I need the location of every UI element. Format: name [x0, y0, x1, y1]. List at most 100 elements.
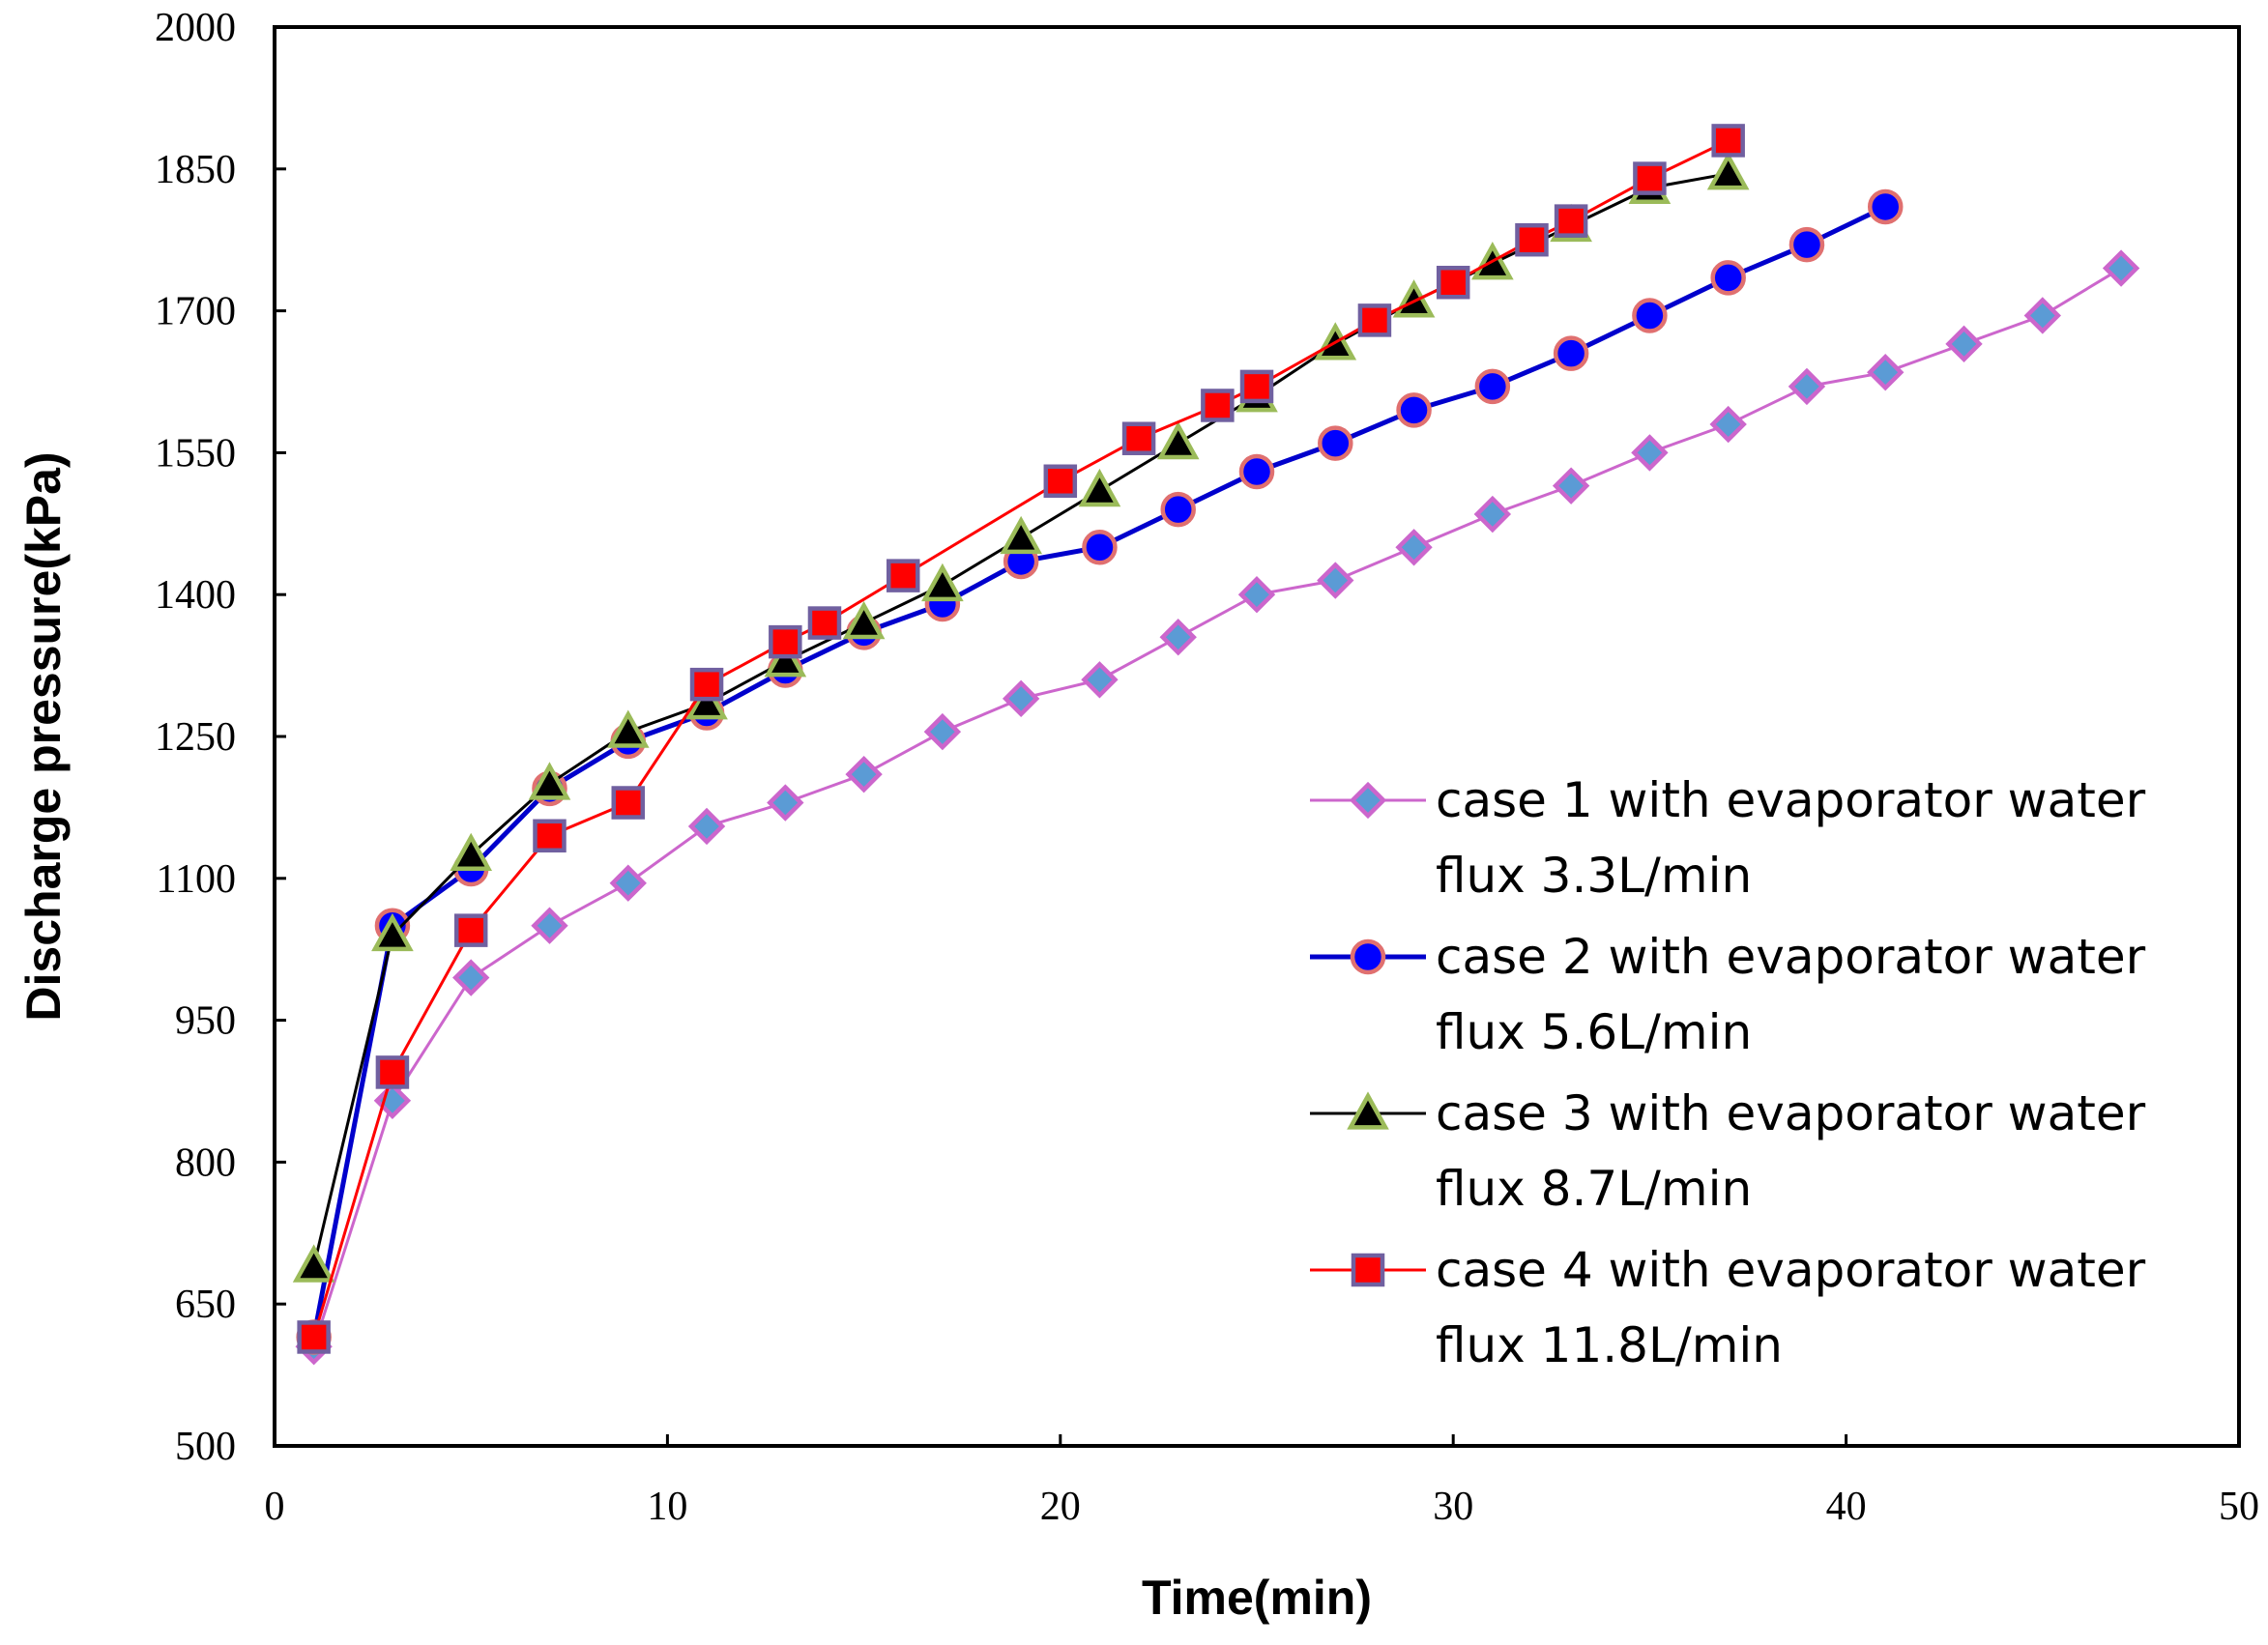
y-tick-label: 1100 — [157, 857, 236, 902]
y-tick-label: 800 — [175, 1140, 236, 1185]
y-tick-label: 650 — [175, 1283, 236, 1327]
legend-label: flux 5.6L/min — [1436, 1004, 1752, 1060]
y-tick-label: 1700 — [155, 290, 236, 334]
series-4-point — [375, 1055, 410, 1089]
x-tick-label: 10 — [647, 1485, 687, 1529]
series-4 — [297, 124, 1745, 1354]
series-3-point — [528, 762, 571, 800]
x-tick-label: 20 — [1040, 1485, 1081, 1529]
series-2-point — [1160, 491, 1196, 528]
series-1-point — [1788, 367, 1826, 406]
series-4-point — [769, 624, 802, 659]
series-3-point — [371, 912, 414, 952]
series-3-point — [1078, 468, 1121, 507]
series-4-point — [1357, 303, 1392, 337]
legend-label: flux 11.8L/min — [1436, 1317, 1783, 1373]
series-4-point — [1515, 222, 1549, 257]
y-tick-label: 950 — [175, 999, 236, 1044]
series-2-point — [1710, 260, 1746, 296]
series-1-point — [373, 1082, 412, 1119]
series-2-point — [1082, 530, 1118, 565]
series-4-point — [1554, 204, 1588, 238]
series-3-point — [764, 639, 807, 678]
series-1-point — [2023, 297, 2061, 334]
series-1-point — [923, 712, 962, 751]
series-1 — [295, 249, 2140, 1366]
series-1-point — [609, 864, 647, 902]
plot-area — [273, 25, 2241, 1448]
series-2-point — [1238, 453, 1275, 490]
y-tick-label: 500 — [175, 1425, 236, 1469]
legend-label: flux 3.3L/min — [1436, 848, 1752, 904]
legend-label: case 2 with evaporator water — [1436, 929, 2146, 985]
series-4-point — [886, 559, 920, 592]
series-3-point — [685, 681, 728, 720]
series-1-point — [1552, 467, 1590, 505]
series-2-point — [1396, 392, 1432, 428]
series-1-point — [767, 784, 804, 822]
series-2-point — [1788, 226, 1825, 263]
series-4-point — [1436, 265, 1470, 300]
series-4-point — [807, 606, 842, 640]
series-1-point — [845, 755, 883, 794]
series-3-point — [606, 709, 650, 748]
legend-item-2: case 2 with evaporator water flux 5.6L/mi… — [1310, 929, 2146, 1060]
series-1-point — [1631, 434, 1669, 472]
series-1-point — [1395, 529, 1433, 566]
series-1-point — [1159, 619, 1197, 656]
x-axis-title: Time(min) — [1142, 1571, 1372, 1625]
series-4-point — [453, 913, 488, 947]
series-4-point — [1043, 464, 1078, 499]
series-1-point — [2102, 249, 2140, 287]
series-4-point — [1201, 389, 1235, 422]
series-2-point — [1474, 368, 1511, 405]
legend-label: case 4 with evaporator water — [1436, 1242, 2146, 1298]
series-4-point — [689, 667, 724, 702]
x-tick-label: 0 — [265, 1485, 285, 1529]
legend-label: case 3 with evaporator water — [1436, 1085, 2146, 1141]
series-1-point — [531, 907, 568, 944]
series-3-point — [1156, 420, 1200, 460]
series-3-point — [921, 563, 964, 602]
series-3-point — [842, 600, 886, 640]
x-tick-label: 30 — [1433, 1485, 1473, 1529]
y-tick-label: 1250 — [155, 715, 236, 760]
series-4-point — [1711, 124, 1745, 158]
series-4-point — [1121, 421, 1156, 455]
series-2-point — [1867, 188, 1904, 225]
legend-item-4: case 4 with evaporator water flux 11.8L/m… — [1310, 1242, 2146, 1373]
legend-swatch-marker — [1350, 938, 1386, 975]
series-4-point — [533, 819, 567, 853]
series-3-point — [1706, 152, 1750, 190]
x-tick-label: 40 — [1826, 1485, 1867, 1529]
series-1-point — [1473, 495, 1512, 534]
series-1-point — [1237, 576, 1276, 614]
series-2-point — [1553, 335, 1589, 371]
y-tick-label: 1400 — [155, 573, 236, 618]
y-tick-label: 2000 — [155, 6, 236, 50]
y-axis-title: Discharge pressure(kPa) — [16, 451, 71, 1021]
legend-label: flux 8.7L/min — [1436, 1161, 1752, 1217]
legend: case 1 with evaporator water flux 3.3L/mi… — [1310, 772, 2146, 1373]
y-tick-label: 1850 — [155, 148, 236, 192]
series-3-point — [1392, 279, 1436, 318]
series-1-point — [687, 807, 726, 846]
legend-swatch-marker — [1347, 1091, 1389, 1130]
series-1-point — [1945, 325, 1983, 363]
series-1-point — [1709, 405, 1747, 444]
series-4-point — [611, 786, 646, 820]
legend-swatch-marker — [1351, 1253, 1385, 1287]
series-1-point — [1081, 661, 1119, 699]
series-1-point — [452, 959, 490, 996]
series-2-point — [1318, 425, 1353, 461]
legend-item-3: case 3 with evaporator water flux 8.7L/mi… — [1310, 1085, 2146, 1217]
legend-label: case 1 with evaporator water — [1436, 772, 2146, 828]
series-2-point — [1632, 298, 1668, 333]
series-4-point — [1239, 369, 1274, 404]
legend-swatch-marker — [1349, 781, 1387, 820]
y-tick-label: 1550 — [155, 431, 236, 476]
series-1-point — [1867, 354, 1905, 391]
series-3-point — [1000, 515, 1042, 555]
x-tick-label: 50 — [2219, 1485, 2259, 1529]
